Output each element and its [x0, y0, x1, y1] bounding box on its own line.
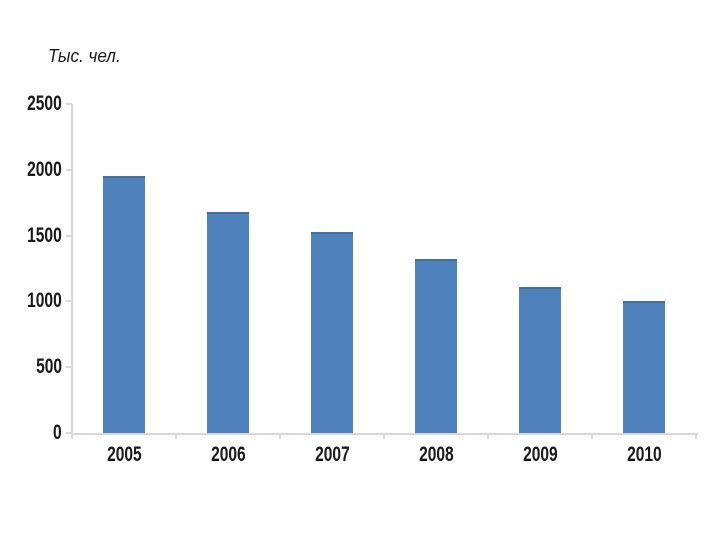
x-tick-label-text: 2010 [626, 443, 662, 466]
y-tick-label-text: 500 [36, 355, 62, 379]
y-tick-mark [66, 168, 72, 171]
y-tick-mark [66, 300, 72, 303]
x-tick-label-text: 2006 [210, 443, 246, 466]
x-tick-label-2006: 2006 [176, 444, 280, 466]
bar-2010 [623, 301, 665, 433]
x-tick-mark [487, 435, 489, 439]
x-tick-label-2005: 2005 [72, 444, 176, 466]
y-tick-label-1000: 1000 [0, 290, 62, 312]
bar-2006 [207, 211, 249, 433]
y-axis-unit-label: Тыс. чел. [48, 46, 121, 66]
bar-2008 [415, 259, 457, 433]
x-tick-mark [695, 435, 697, 439]
x-tick-label-text: 2008 [418, 443, 454, 466]
x-tick-mark [279, 435, 281, 439]
x-tick-label-2008: 2008 [384, 444, 488, 466]
y-tick-label-2500: 2500 [0, 93, 62, 115]
y-tick-label-0: 0 [0, 422, 62, 444]
y-tick-label-text: 2500 [27, 92, 62, 115]
bar-2009 [519, 286, 561, 433]
x-tick-label-2007: 2007 [280, 444, 384, 466]
x-tick-mark [591, 435, 593, 439]
y-tick-mark [66, 234, 72, 237]
bar-2007 [311, 231, 353, 433]
y-tick-label-text: 1000 [27, 289, 62, 313]
y-tick-label-text: 0 [53, 421, 62, 444]
x-tick-label-text: 2009 [522, 443, 558, 466]
y-axis-line [71, 104, 73, 434]
x-tick-mark [383, 435, 385, 439]
y-tick-label-text: 2000 [27, 157, 62, 181]
x-tick-label-text: 2007 [314, 443, 350, 466]
x-tick-mark [71, 435, 73, 439]
y-tick-label-500: 500 [0, 356, 62, 378]
bar-2005 [103, 176, 145, 433]
y-tick-mark [66, 432, 72, 434]
x-axis-line [71, 433, 698, 435]
x-tick-label-text: 2005 [106, 443, 142, 466]
x-tick-label-2009: 2009 [488, 444, 592, 466]
y-tick-mark [66, 103, 72, 105]
y-tick-mark [66, 366, 72, 369]
y-tick-label-1500: 1500 [0, 223, 62, 247]
x-tick-label-2010: 2010 [592, 444, 696, 466]
y-tick-label-2000: 2000 [0, 157, 62, 181]
x-tick-mark [175, 435, 177, 439]
y-tick-label-text: 1500 [27, 223, 62, 247]
